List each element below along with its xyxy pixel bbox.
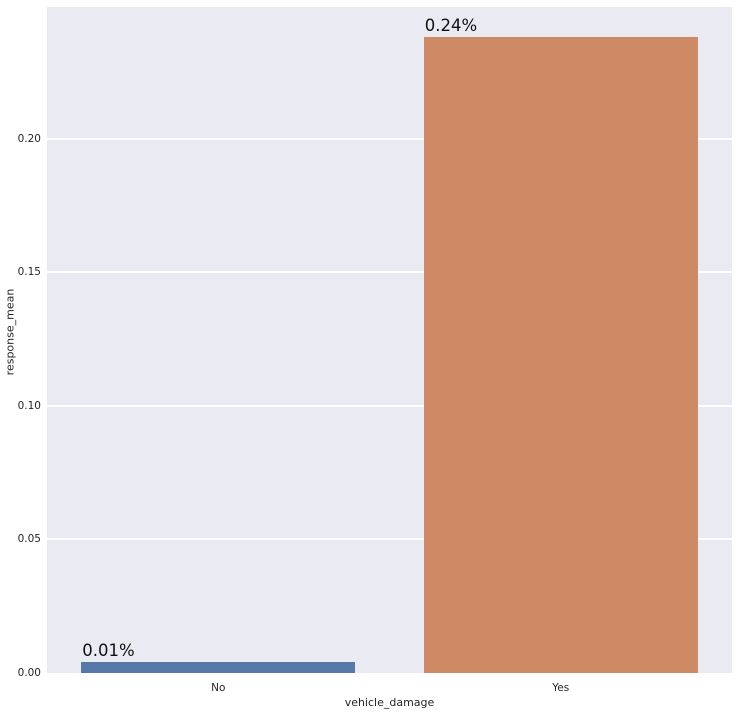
gridline [47,404,732,407]
plot-area: 0.01% 0.24% [47,7,732,673]
ytick-label: 0.05 [17,533,41,546]
bar-yes [423,37,698,673]
x-axis-label: vehicle_damage [344,696,435,709]
y-axis-label: response_mean [3,288,17,376]
ytick-label: 0.15 [17,266,41,279]
gridline [47,538,732,541]
ytick-label: 0.10 [17,399,41,412]
ytick-label: 0.20 [17,132,41,145]
bar-no [81,662,356,673]
xtick-label-yes: Yes [552,682,570,694]
gridline [47,137,732,140]
ytick-label: 0.00 [17,667,41,679]
gridline [47,271,732,274]
bar-value-label-no: 0.01% [82,640,135,660]
bar-value-label-yes: 0.24% [424,15,478,35]
xtick-label-no: No [211,682,226,694]
